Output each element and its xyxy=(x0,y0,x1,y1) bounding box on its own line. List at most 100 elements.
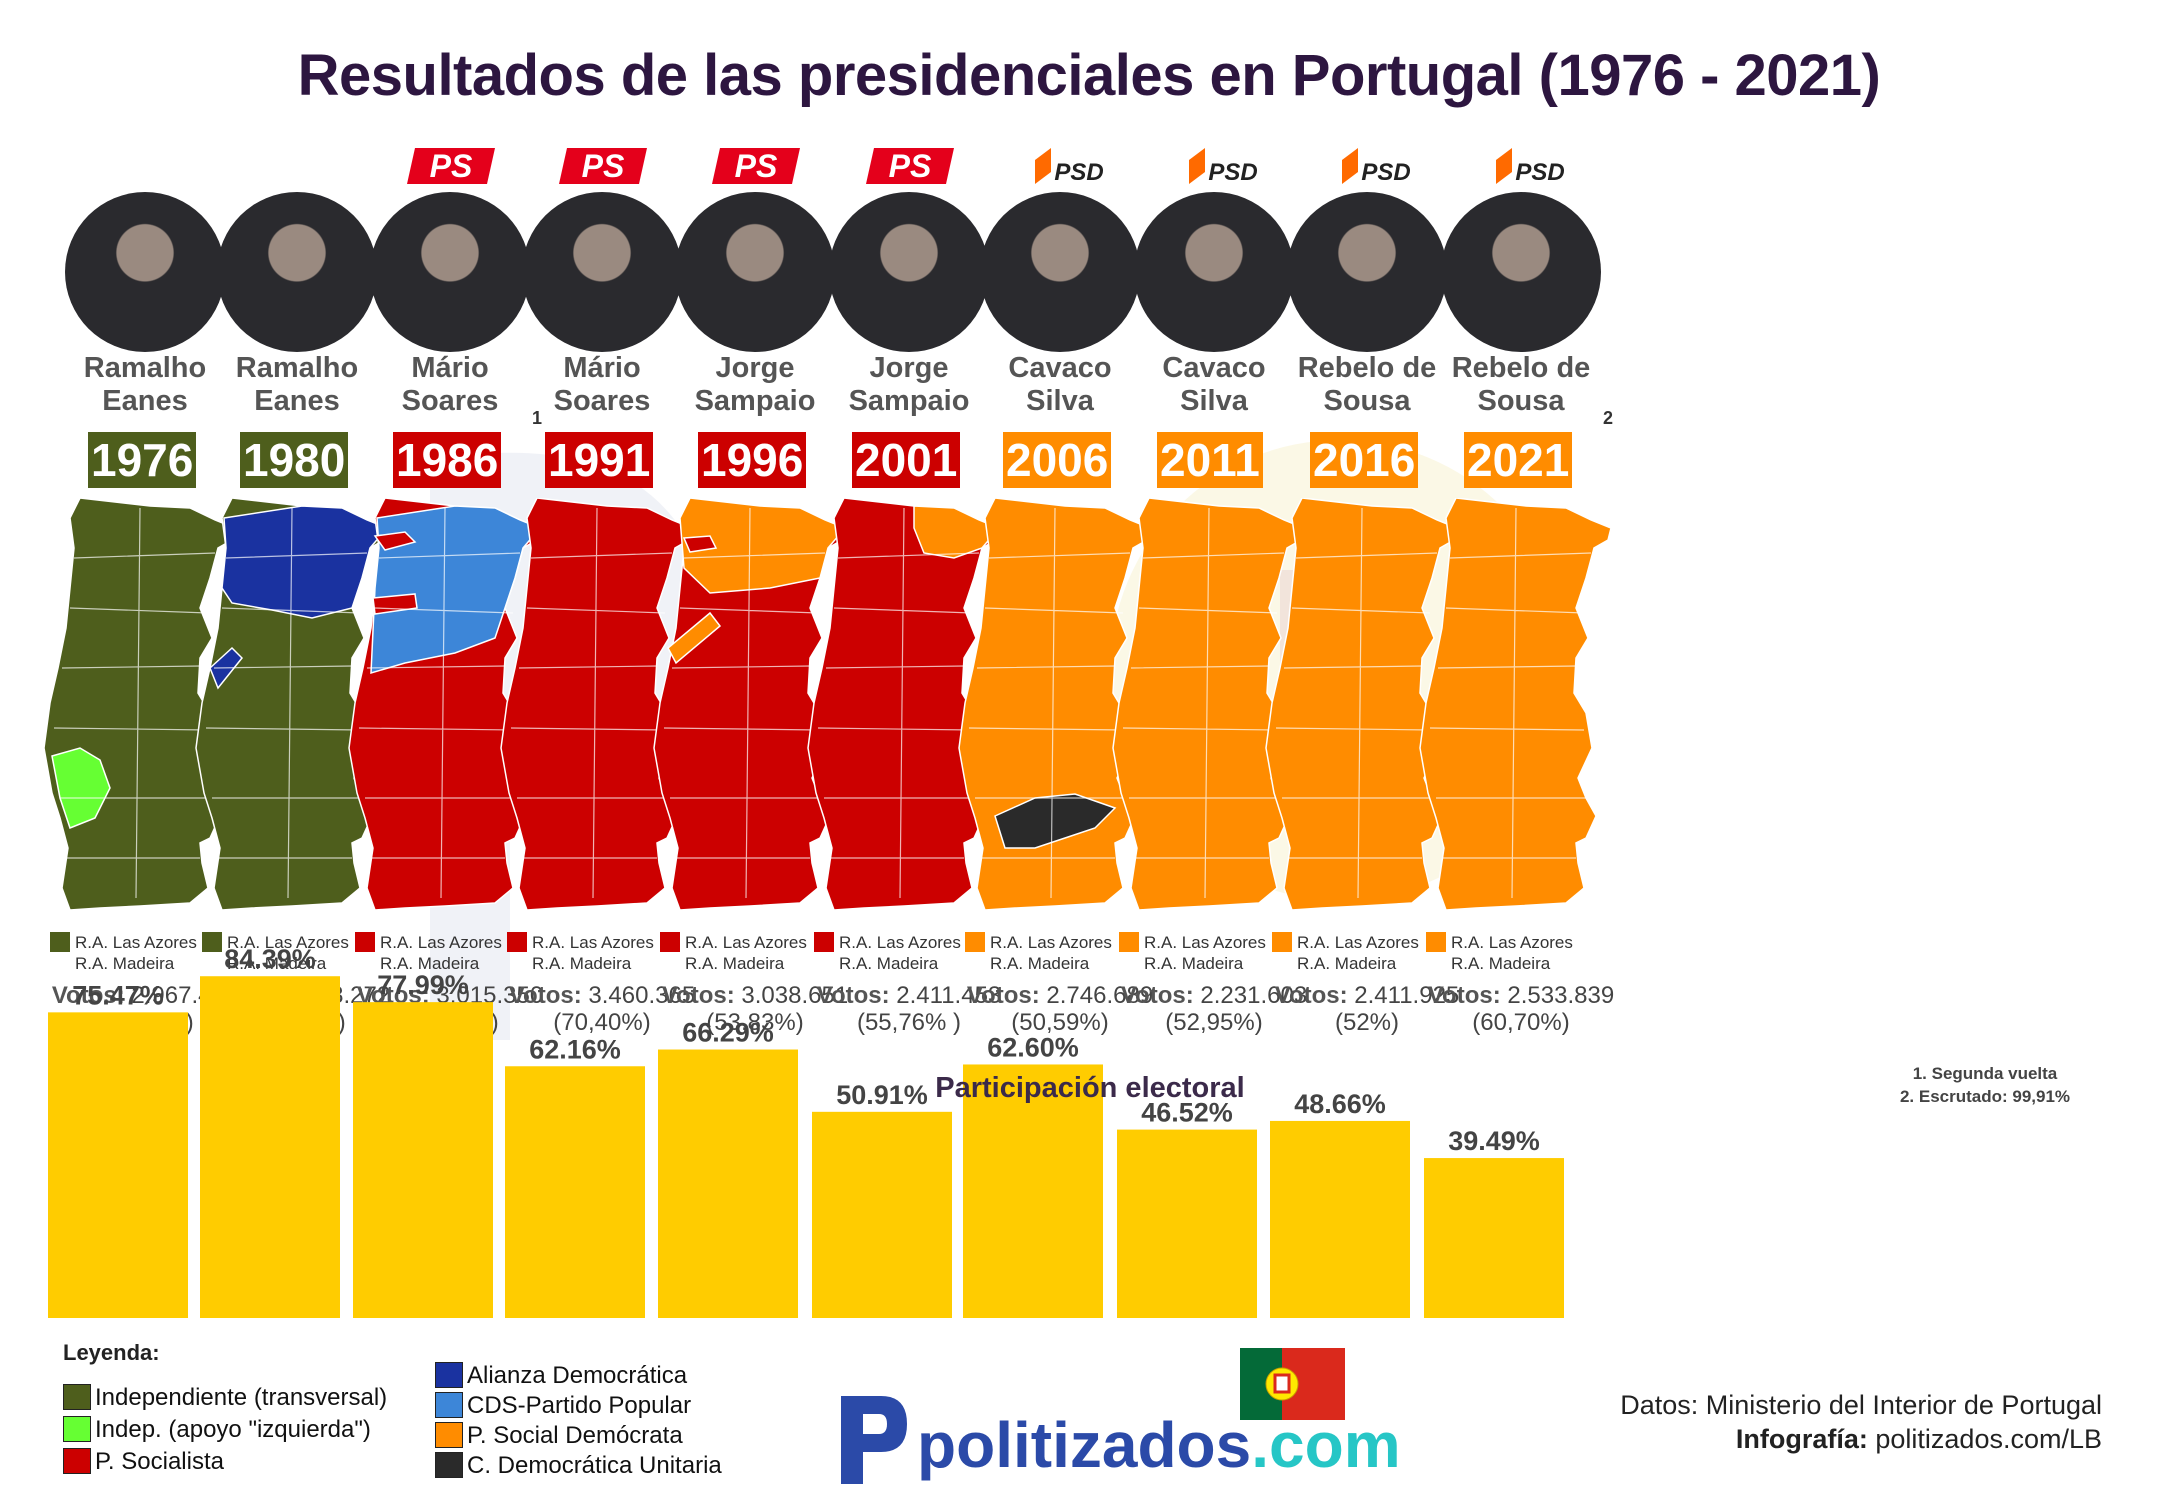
turnout-bar-1991 xyxy=(505,1066,645,1318)
candidate-photo xyxy=(65,192,225,352)
islands-results: R.A. Las Azores R.A. Madeira xyxy=(355,932,502,974)
turnout-value-label: 84.39% xyxy=(224,944,316,974)
turnout-bar-2016 xyxy=(1270,1120,1410,1318)
azores-row: R.A. Las Azores xyxy=(355,932,502,953)
islands-results: R.A. Las Azores R.A. Madeira xyxy=(965,932,1112,974)
votes-result: Votos: 2.411.453 (55,76% ) xyxy=(816,982,1002,1036)
turnout-value-label: 46.52% xyxy=(1141,1098,1233,1128)
turnout-value-label: 62.16% xyxy=(529,1034,621,1064)
madeira-row: R.A. Madeira xyxy=(380,954,480,973)
ps-logo-icon: PS xyxy=(712,148,800,184)
page-title: Resultados de las presidenciales en Port… xyxy=(297,43,1881,108)
portugal-district-map xyxy=(653,498,847,911)
turnout-value-label: 50.91% xyxy=(836,1080,928,1110)
candidate-photo xyxy=(370,192,530,352)
candidate-photo xyxy=(675,192,835,352)
psd-logo-icon: PSD xyxy=(1496,148,1565,186)
ps-logo-icon: PS xyxy=(559,148,647,184)
svg-text:PS: PS xyxy=(889,148,932,184)
portugal-district-map xyxy=(43,498,236,911)
svg-text:PSD: PSD xyxy=(1361,159,1410,186)
svg-text:PSD: PSD xyxy=(1054,159,1103,186)
election-year: 2016 xyxy=(1310,432,1419,488)
psd-logo-icon: PSD xyxy=(1342,148,1411,186)
footnote-marker: 2 xyxy=(1603,408,1614,428)
madeira-row: R.A. Madeira xyxy=(1451,954,1551,973)
legend-swatch xyxy=(435,1392,463,1418)
azores-row: R.A. Las Azores xyxy=(1119,932,1266,953)
election-year: 1980 xyxy=(240,432,349,488)
madeira-row: R.A. Madeira xyxy=(1297,954,1397,973)
logo-p-icon xyxy=(841,1396,907,1484)
ps-logo-icon: PS xyxy=(407,148,495,184)
psd-logo-icon: PSD xyxy=(1035,148,1104,186)
legend-swatch xyxy=(435,1452,463,1478)
islands-color-square xyxy=(50,932,70,952)
legend-title: Leyenda: xyxy=(63,1340,160,1365)
candidate-photo xyxy=(980,192,1140,352)
turnout-value-label: 39.49% xyxy=(1448,1126,1540,1156)
madeira-row: R.A. Madeira xyxy=(685,954,785,973)
legend-item: Independiente (transversal) xyxy=(63,1384,387,1412)
portugal-district-map xyxy=(500,498,693,911)
credits: Datos: Ministerio del Interior de Portug… xyxy=(1620,1388,2102,1456)
election-year: 1976 xyxy=(88,432,197,488)
portugal-district-map xyxy=(958,498,1151,911)
svg-text:PS: PS xyxy=(430,148,473,184)
turnout-bar-1976 xyxy=(48,1012,188,1318)
islands-color-square xyxy=(1119,932,1139,952)
chart-title: Participación electoral xyxy=(935,1072,1245,1104)
azores-row: R.A. Las Azores xyxy=(1272,932,1419,953)
infographic-credit: Infografía: politizados.com/LB xyxy=(1735,1424,2102,1454)
azores-row: R.A. Las Azores xyxy=(202,932,349,953)
votes-result: Votos: 2.411.925 (52%) xyxy=(1274,982,1460,1036)
svg-text:PSD: PSD xyxy=(1515,159,1564,186)
islands-results: R.A. Las Azores R.A. Madeira xyxy=(660,932,807,974)
ps-logo-icon: PS xyxy=(866,148,954,184)
legend-swatch xyxy=(63,1416,91,1442)
islands-color-square xyxy=(202,932,222,952)
islands-color-square xyxy=(355,932,375,952)
candidate-name: Jorge Sampaio xyxy=(694,352,816,417)
footnote-2: 2. Escrutado: 99,91% xyxy=(1899,1087,2071,1106)
election-year: 1986 xyxy=(393,432,502,488)
candidate-photo xyxy=(829,192,989,352)
election-year: 2021 xyxy=(1464,432,1573,488)
legend: Leyenda: Independiente (transversal) Inde… xyxy=(63,1340,803,1490)
candidate-name: Rebelo de Sousa xyxy=(1297,352,1437,417)
svg-text:PS: PS xyxy=(582,148,625,184)
legend-swatch xyxy=(63,1448,91,1474)
candidate-photo xyxy=(522,192,682,352)
candidate-name: Mário Soares xyxy=(401,352,499,417)
madeira-row: R.A. Madeira xyxy=(839,954,939,973)
madeira-row: R.A. Madeira xyxy=(75,954,175,973)
islands-color-square xyxy=(1426,932,1446,952)
turnout-bar-2011 xyxy=(1117,1129,1257,1318)
islands-color-square xyxy=(965,932,985,952)
election-year: 2006 xyxy=(1003,432,1112,488)
portugal-district-map xyxy=(807,498,1001,911)
portugal-district-map xyxy=(348,498,542,911)
turnout-bar-1980 xyxy=(200,976,340,1318)
portugal-district-map xyxy=(195,498,389,911)
islands-results: R.A. Las Azores R.A. Madeira xyxy=(814,932,961,974)
islands-color-square xyxy=(507,932,527,952)
election-year: 1996 xyxy=(698,432,807,488)
legend-item: Alianza Democrática xyxy=(435,1362,687,1390)
candidate-photo xyxy=(1287,192,1447,352)
islands-results: R.A. Las Azores R.A. Madeira xyxy=(1272,932,1419,974)
footnote-marker: 1 xyxy=(532,408,543,428)
turnout-value-label: 48.66% xyxy=(1294,1089,1386,1119)
legend-item: P. Social Demócrata xyxy=(435,1422,683,1450)
candidate-name: Cavaco Silva xyxy=(1008,352,1112,417)
candidate-name: Jorge Sampaio xyxy=(848,352,970,417)
portugal-district-map xyxy=(1419,498,1612,911)
madeira-row: R.A. Madeira xyxy=(990,954,1090,973)
madeira-row: R.A. Madeira xyxy=(532,954,632,973)
data-source: Datos: Ministerio del Interior de Portug… xyxy=(1620,1390,2102,1420)
azores-row: R.A. Las Azores xyxy=(965,932,1112,953)
votes-result: Votos: 3.038.651 (53,83%) xyxy=(661,982,849,1036)
islands-color-square xyxy=(1272,932,1292,952)
votes-result: Votos: 3.460.365 (70,40%) xyxy=(508,982,696,1036)
